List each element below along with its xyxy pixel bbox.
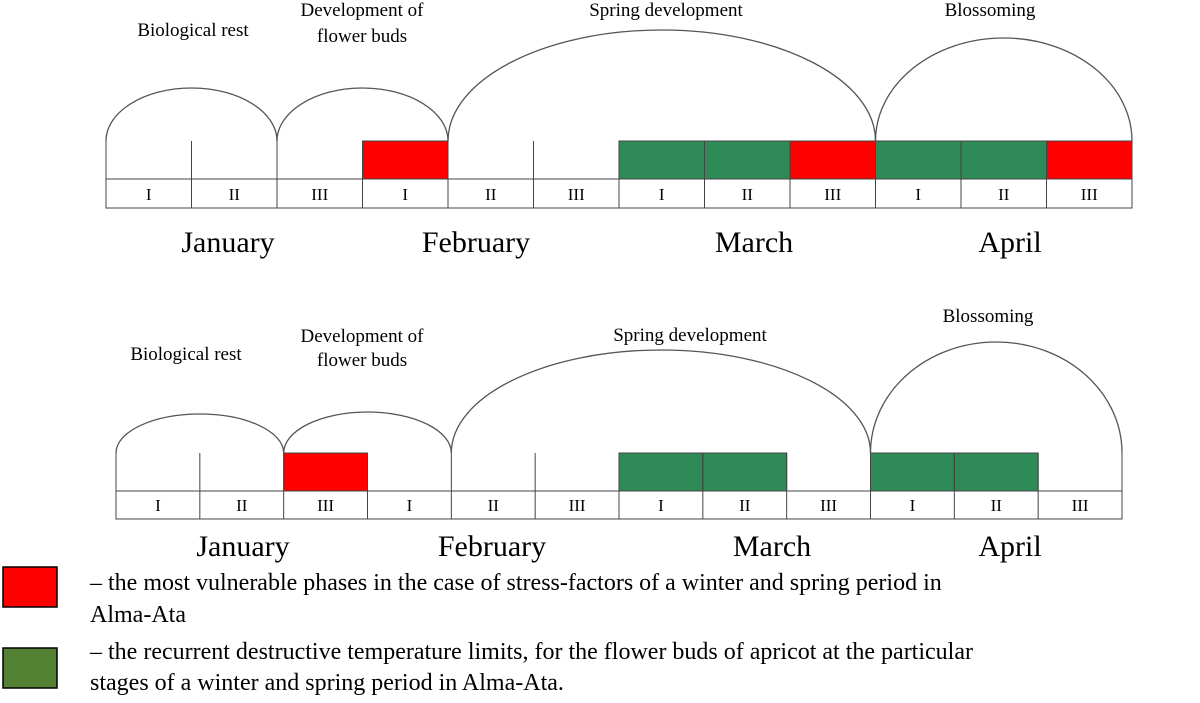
phase-label: flower buds — [317, 26, 407, 47]
destructive-temperature-cell — [702, 452, 788, 492]
vulnerable-cell — [362, 140, 449, 180]
decade-label: II — [742, 185, 754, 204]
phase-label: flower buds — [317, 350, 407, 371]
decade-label: III — [1072, 496, 1089, 515]
decade-label: I — [915, 185, 921, 204]
decade-label: II — [488, 496, 500, 515]
decade-label: III — [1081, 185, 1098, 204]
decade-label: II — [991, 496, 1003, 515]
legend-text: Alma-Ata — [90, 602, 186, 628]
phase-arc — [869, 341, 1123, 454]
legend-text: stages of a winter and spring period in … — [90, 670, 564, 696]
decade-label: I — [659, 185, 665, 204]
vulnerable-cell — [1046, 140, 1133, 180]
decade-label: III — [569, 496, 586, 515]
decade-label: III — [317, 496, 334, 515]
decade-label: II — [229, 185, 241, 204]
decade-label: III — [568, 185, 585, 204]
decade-label: II — [998, 185, 1010, 204]
phase-label: Development of — [301, 326, 425, 347]
decade-label: II — [739, 496, 751, 515]
phase-arc — [283, 411, 452, 454]
month-label: March — [733, 530, 811, 563]
destructive-temperature-cell — [704, 140, 791, 180]
phase-arc — [450, 349, 872, 454]
phase-label: Blossoming — [943, 306, 1034, 327]
month-label: January — [196, 530, 289, 563]
phase-arc — [447, 29, 877, 142]
legend-text: – the recurrent destructive temperature … — [89, 639, 973, 665]
decade-label: III — [824, 185, 841, 204]
decade-label: I — [155, 496, 161, 515]
phase-arc — [105, 87, 278, 142]
destructive-temperature-cell — [618, 452, 704, 492]
month-label: April — [978, 226, 1041, 259]
vulnerable-cell — [789, 140, 876, 180]
vulnerable-cell — [283, 452, 368, 492]
decade-label: III — [311, 185, 328, 204]
phase-label: Spring development — [589, 0, 743, 21]
phase-label: Spring development — [613, 325, 767, 346]
phase-arc — [874, 37, 1133, 142]
month-label: January — [181, 226, 274, 259]
month-label: February — [422, 226, 530, 259]
legend-red-swatch — [2, 566, 58, 608]
decade-label: III — [820, 496, 837, 515]
decade-label: I — [146, 185, 152, 204]
decade-label: I — [407, 496, 413, 515]
phase-arc — [115, 413, 285, 454]
decade-label: II — [236, 496, 248, 515]
decade-label: I — [658, 496, 664, 515]
decade-label: I — [910, 496, 916, 515]
phase-arc — [276, 87, 449, 142]
legend-text: – the most vulnerable phases in the case… — [89, 570, 942, 596]
legend-green-swatch — [2, 647, 58, 689]
destructive-temperature-cell — [870, 452, 955, 492]
phase-label: Blossoming — [945, 0, 1036, 21]
decade-label: I — [402, 185, 408, 204]
month-label: March — [715, 226, 793, 259]
destructive-temperature-cell — [875, 140, 962, 180]
phase-label: Development of — [301, 0, 425, 21]
destructive-temperature-cell — [618, 140, 705, 180]
decade-label: II — [485, 185, 497, 204]
month-label: April — [978, 530, 1041, 563]
phase-label: Biological rest — [130, 344, 242, 365]
phase-label: Biological rest — [137, 20, 249, 41]
destructive-temperature-cell — [953, 452, 1039, 492]
destructive-temperature-cell — [960, 140, 1047, 180]
month-label: February — [438, 530, 546, 563]
